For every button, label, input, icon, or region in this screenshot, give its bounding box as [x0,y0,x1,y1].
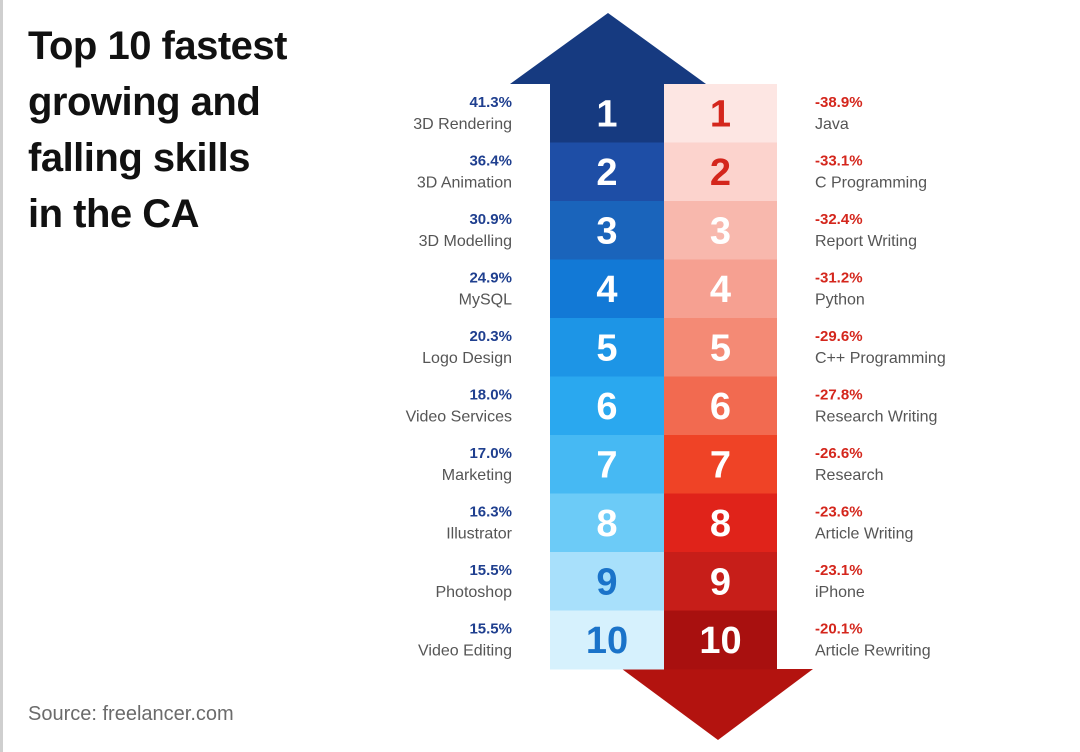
title-line-2: growing and [28,80,261,124]
falling-skill-label: Python [815,292,865,309]
growing-change-label: 17.0% [469,445,512,462]
growing-change-label: 36.4% [469,153,512,170]
growing-rank-label: 7 [596,444,617,486]
growing-cell [550,259,664,319]
falling-skill-label: C++ Programming [815,350,946,367]
growing-change-label: 18.0% [469,387,512,404]
growing-change-label: 20.3% [469,328,512,345]
growing-skill-label: 3D Modelling [419,233,512,250]
falling-change-label: -23.1% [815,562,863,579]
up-arrow-head [510,13,706,86]
growing-rank-label: 6 [596,386,617,428]
falling-cell [664,376,777,436]
growing-cell [550,318,664,377]
growing-rank-label: 1 [596,93,617,135]
growing-cell [550,610,664,670]
growing-rank-label: 5 [596,327,617,369]
falling-rank-label: 6 [710,386,731,428]
growing-change-label: 15.5% [469,562,512,579]
growing-skill-label: Illustrator [446,526,512,543]
falling-skill-label: iPhone [815,584,865,601]
falling-skill-label: Research Writing [815,409,937,426]
falling-skill-label: Report Writing [815,233,917,250]
growing-cell [550,435,664,494]
growing-cell [550,552,664,611]
frame-border [0,0,3,752]
falling-skill-label: Article Rewriting [815,643,931,660]
falling-rank-label: 10 [699,620,741,662]
falling-change-label: -27.8% [815,387,863,404]
falling-change-label: -38.9% [815,94,863,111]
falling-cell [664,610,777,670]
growing-cell [550,84,664,143]
falling-change-label: -32.4% [815,211,863,228]
growing-cell [550,493,664,553]
falling-rank-label: 7 [710,444,731,486]
growing-skill-label: Marketing [442,467,512,484]
falling-cell [664,201,777,260]
falling-rank-label: 9 [710,561,731,603]
growing-change-label: 30.9% [469,211,512,228]
growing-change-label: 24.9% [469,270,512,287]
growing-rank-label: 2 [596,152,617,194]
growing-skill-label: 3D Animation [417,175,512,192]
growing-cell [550,142,664,202]
growing-skill-label: Video Services [406,409,512,426]
falling-cell [664,493,777,553]
title-line-4: in the CA [28,192,200,236]
growing-skill-label: 3D Rendering [413,116,512,133]
growing-skill-label: MySQL [459,292,512,309]
growing-change-label: 15.5% [469,621,512,638]
falling-rank-label: 4 [710,269,731,311]
growing-rank-label: 10 [586,620,628,662]
growing-change-label: 16.3% [469,504,512,521]
growing-rank-label: 8 [596,503,617,545]
title-line-1: Top 10 fastest [28,24,288,68]
falling-change-label: -31.2% [815,270,863,287]
falling-cell [664,552,777,611]
falling-rank-label: 1 [710,93,731,135]
falling-cell [664,435,777,494]
growing-skill-label: Logo Design [422,350,512,367]
falling-change-label: -26.6% [815,445,863,462]
falling-rank-label: 3 [710,210,731,252]
falling-change-label: -23.6% [815,504,863,521]
falling-cell [664,84,777,143]
growing-change-label: 41.3% [469,94,512,111]
source-note: Source: freelancer.com [28,703,234,725]
falling-change-label: -29.6% [815,328,863,345]
growing-skill-label: Video Editing [418,643,512,660]
title-line-3: falling skills [28,136,250,180]
falling-skill-label: C Programming [815,175,927,192]
growing-cell [550,376,664,436]
growing-rank-label: 9 [596,561,617,603]
falling-change-label: -20.1% [815,621,863,638]
falling-change-label: -33.1% [815,153,863,170]
growing-skill-label: Photoshop [435,584,512,601]
chart-title: Top 10 fastest growing and falling skill… [28,18,358,242]
growing-rank-label: 3 [596,210,617,252]
falling-skill-label: Java [815,116,849,133]
growing-rank-label: 4 [596,269,617,311]
falling-cell [664,259,777,319]
falling-cell [664,318,777,377]
falling-skill-label: Article Writing [815,526,913,543]
falling-skill-label: Research [815,467,883,484]
falling-cell [664,142,777,202]
down-arrow-head [622,669,813,740]
falling-rank-label: 2 [710,152,731,194]
falling-rank-label: 5 [710,327,731,369]
growing-cell [550,201,664,260]
falling-rank-label: 8 [710,503,731,545]
